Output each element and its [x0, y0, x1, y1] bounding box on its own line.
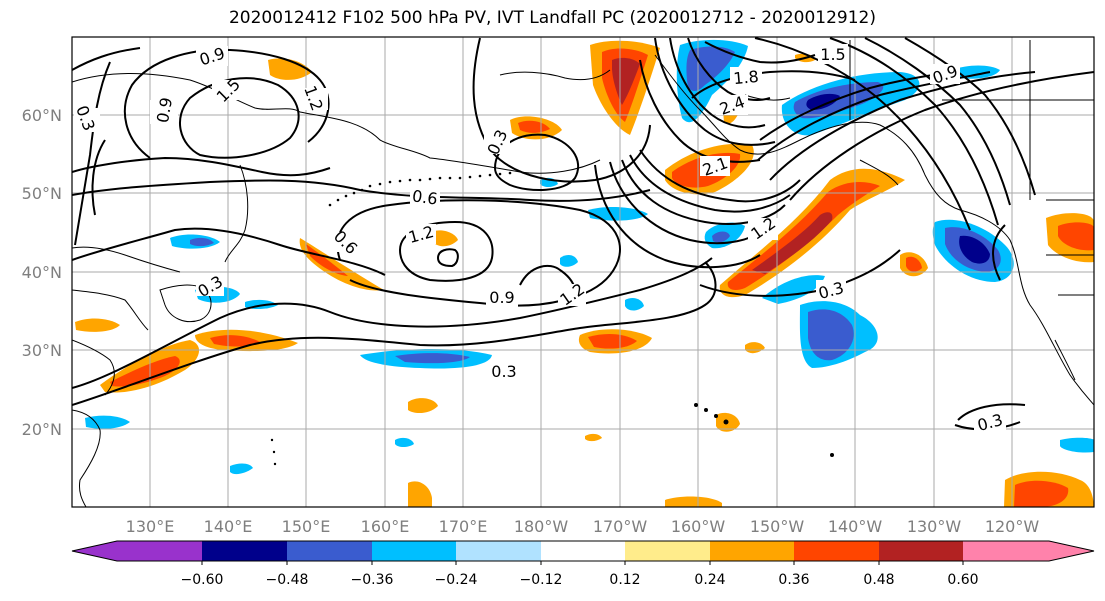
lon-label: 180°W [514, 517, 569, 536]
contour-label: 1.5 [820, 45, 845, 64]
map-area: 0.9 1.5 1.2 0.9 0.3 0.3 0.6 0.6 1.2 0.9 … [72, 37, 1094, 507]
colorbar-tick-label: 0.48 [863, 572, 894, 588]
colorbar-tick-label: 0.36 [778, 572, 809, 588]
map-title: 2020012412 F102 500 hPa PV, IVT Landfall… [228, 8, 876, 28]
graticule [72, 37, 1094, 507]
contour-label: 0.9 [489, 288, 514, 307]
colorbar-segment [287, 541, 372, 561]
lon-label: 160°W [671, 517, 726, 536]
contour-label: 0.3 [491, 362, 516, 381]
lat-label: 40°N [22, 263, 62, 282]
colorbar-tick-label: 0.12 [609, 572, 640, 588]
lon-label: 160°E [361, 517, 410, 536]
contour-label: 0.6 [411, 186, 439, 208]
colorbar-segment [202, 541, 287, 561]
lat-label: 20°N [22, 420, 62, 439]
colorbar-tick-label: −0.48 [266, 572, 309, 588]
lon-label: 120°W [985, 517, 1040, 536]
colorbar-extend-max [963, 541, 1094, 561]
colorbar-segment [710, 541, 794, 561]
colorbar-extend-min [72, 541, 202, 561]
map-frame [71, 36, 1095, 508]
colorbar: −0.60 −0.48 −0.36 −0.24 −0.12 0.12 0.24 … [71, 540, 1095, 588]
lat-label: 50°N [22, 184, 62, 203]
colorbar-tick-label: 0.24 [694, 572, 725, 588]
contour-label: 1.8 [733, 67, 760, 88]
longitude-labels: 130°E 140°E 150°E 160°E 170°E 180°W 170°… [126, 517, 1040, 536]
contour-labels: 0.9 1.5 1.2 0.9 0.3 0.3 0.6 0.6 1.2 0.9 … [72, 44, 1006, 435]
colorbar-tick-label: −0.24 [435, 572, 478, 588]
lon-label: 140°E [204, 517, 253, 536]
lon-label: 130°E [126, 517, 175, 536]
colorbar-segment [879, 541, 963, 561]
colorbar-segment [541, 541, 625, 561]
colorbar-tick-label: −0.36 [351, 572, 394, 588]
lat-label: 60°N [22, 106, 62, 125]
lon-label: 130°W [907, 517, 962, 536]
lat-label: 30°N [22, 341, 62, 360]
colorbar-segment [372, 541, 456, 561]
coastlines [72, 40, 1094, 507]
colorbar-segment [625, 541, 710, 561]
lon-label: 170°E [439, 517, 488, 536]
lon-label: 170°W [593, 517, 648, 536]
colorbar-segment [456, 541, 541, 561]
colorbar-tick-label: −0.12 [520, 572, 563, 588]
contour-label: 0.9 [153, 96, 176, 124]
latitude-labels: 60°N 50°N 40°N 30°N 20°N [22, 106, 62, 439]
positive-anomaly-shading [75, 40, 1094, 507]
lon-label: 150°E [282, 517, 331, 536]
colorbar-segment [794, 541, 879, 561]
lon-label: 140°W [828, 517, 883, 536]
colorbar-tick-label: 0.60 [947, 572, 978, 588]
colorbar-tick-label: −0.60 [181, 572, 224, 588]
lon-label: 150°W [750, 517, 805, 536]
